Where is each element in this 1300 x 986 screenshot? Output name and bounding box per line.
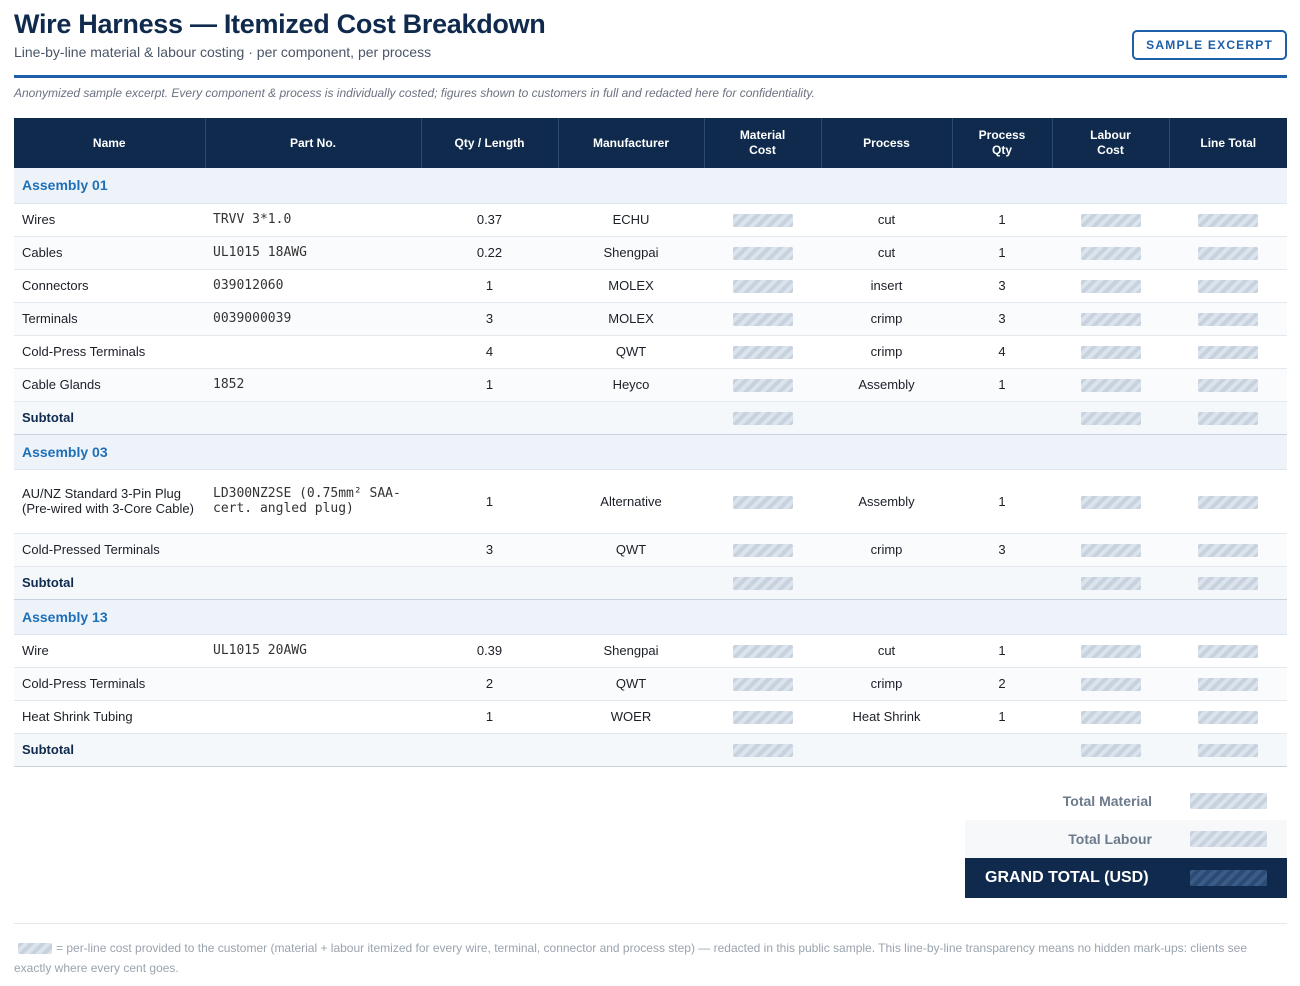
- table-row: Wires TRVV 3*1.0 0.37 ECHU cut 1: [14, 203, 1287, 237]
- col-name: Name: [14, 118, 206, 168]
- redacted-value: [1190, 831, 1267, 847]
- redacted-value: [1198, 214, 1258, 228]
- redacted-value: [1198, 544, 1258, 558]
- redacted-value: [732, 645, 793, 659]
- redacted-value: [732, 495, 793, 509]
- redacted-value: [1198, 577, 1258, 591]
- totals-summary: Total Material Total Labour GRAND TOTAL …: [965, 782, 1287, 898]
- redacted-value: [1198, 678, 1258, 692]
- page-title: Wire Harness — Itemized Cost Breakdown: [14, 9, 546, 39]
- table-row: Cold-Press Terminals 2 QWT crimp 2: [14, 667, 1287, 701]
- total-labour-label: Total Labour: [1068, 831, 1152, 847]
- redacted-value: [1198, 711, 1258, 725]
- table-row: Cold-Press Terminals 4 QWT crimp 4: [14, 335, 1287, 369]
- grand-total-row: GRAND TOTAL (USD): [965, 858, 1287, 898]
- subtotal-row: Subtotal: [14, 566, 1287, 600]
- group-row: Assembly 01: [14, 168, 1287, 204]
- col-part-no: Part No.: [205, 118, 422, 168]
- col-manufacturer: Manufacturer: [558, 118, 705, 168]
- confidentiality-note: Anonymized sample excerpt. Every compone…: [14, 86, 815, 100]
- group-row: Assembly 13: [14, 599, 1287, 635]
- redacted-value: [1080, 577, 1141, 591]
- table-row: Wire UL1015 20AWG 0.39 Shengpai cut 1: [14, 634, 1287, 668]
- redacted-value: [732, 678, 793, 692]
- table-row: Cable Glands 1852 1 Heyco Assembly 1: [14, 368, 1287, 402]
- redacted-value: [1080, 678, 1141, 692]
- redacted-value: [1198, 280, 1258, 294]
- redacted-value: [1080, 645, 1141, 659]
- redacted-value: [1198, 645, 1258, 659]
- col-process: Process: [821, 118, 953, 168]
- redacted-value: [1198, 247, 1258, 261]
- redacted-value: [1198, 495, 1258, 509]
- redacted-value: [1080, 247, 1141, 261]
- footer-text: = per-line cost provided to the customer…: [14, 941, 1247, 975]
- redacted-value: [1080, 313, 1141, 327]
- redacted-value: [732, 214, 793, 228]
- redacted-value: [732, 280, 793, 294]
- redacted-value: [1198, 379, 1258, 393]
- table-row: Cold-Pressed Terminals 3 QWT crimp 3: [14, 533, 1287, 567]
- col-process-qty: Process Qty: [952, 118, 1053, 168]
- redacted-value: [1080, 280, 1141, 294]
- table-row: AU/NZ Standard 3-Pin Plug (Pre-wired wit…: [14, 469, 1287, 534]
- redacted-value: [1190, 793, 1267, 809]
- table-row: Connectors 039012060 1 MOLEX insert 3: [14, 269, 1287, 303]
- grand-total-label: GRAND TOTAL (USD): [985, 869, 1149, 886]
- total-material-label: Total Material: [1062, 793, 1152, 809]
- total-material-row: Total Material: [965, 782, 1287, 820]
- col-line-total: Line Total: [1169, 118, 1287, 168]
- table-header-row: Name Part No. Qty / Length Manufacturer …: [14, 118, 1287, 168]
- redacted-value: [1198, 313, 1258, 327]
- sample-excerpt-badge: SAMPLE EXCERPT: [1132, 30, 1287, 60]
- redacted-value: [1080, 412, 1141, 426]
- redacted-value: [1080, 379, 1141, 393]
- total-labour-row: Total Labour: [965, 820, 1287, 858]
- subtotal-row: Subtotal: [14, 401, 1287, 435]
- redacted-value: [732, 346, 793, 360]
- col-labour-cost: Labour Cost: [1052, 118, 1170, 168]
- redacted-value: [1080, 744, 1141, 758]
- cost-table: Name Part No. Qty / Length Manufacturer …: [14, 118, 1287, 767]
- redacted-value: [1198, 346, 1258, 360]
- redacted-value: [1198, 744, 1258, 758]
- redacted-value: [732, 711, 793, 725]
- redacted-value: [1080, 711, 1141, 725]
- redacted-value: [732, 577, 793, 591]
- redacted-value: [732, 313, 793, 327]
- footer-legend: = per-line cost provided to the customer…: [14, 923, 1287, 978]
- page-subtitle: Line-by-line material & labour costing ·…: [14, 44, 432, 60]
- redacted-value: [732, 412, 793, 426]
- redacted-value: [1190, 870, 1267, 886]
- table-row: Terminals 0039000039 3 MOLEX crimp 3: [14, 302, 1287, 336]
- redacted-swatch: [18, 943, 52, 955]
- redacted-value: [1080, 495, 1141, 509]
- redacted-value: [1080, 214, 1141, 228]
- table-row: Heat Shrink Tubing 1 WOER Heat Shrink 1: [14, 700, 1287, 734]
- subtotal-row: Subtotal: [14, 733, 1287, 767]
- redacted-value: [732, 247, 793, 261]
- col-qty: Qty / Length: [421, 118, 559, 168]
- redacted-value: [732, 379, 793, 393]
- group-row: Assembly 03: [14, 434, 1287, 470]
- redacted-value: [1080, 544, 1141, 558]
- table-row: Cables UL1015 18AWG 0.22 Shengpai cut 1: [14, 236, 1287, 270]
- redacted-value: [1080, 346, 1141, 360]
- col-material-cost: Material Cost: [704, 118, 822, 168]
- document-header: Wire Harness — Itemized Cost Breakdown L…: [14, 8, 1287, 78]
- redacted-value: [1198, 412, 1258, 426]
- redacted-value: [732, 744, 793, 758]
- redacted-value: [732, 544, 793, 558]
